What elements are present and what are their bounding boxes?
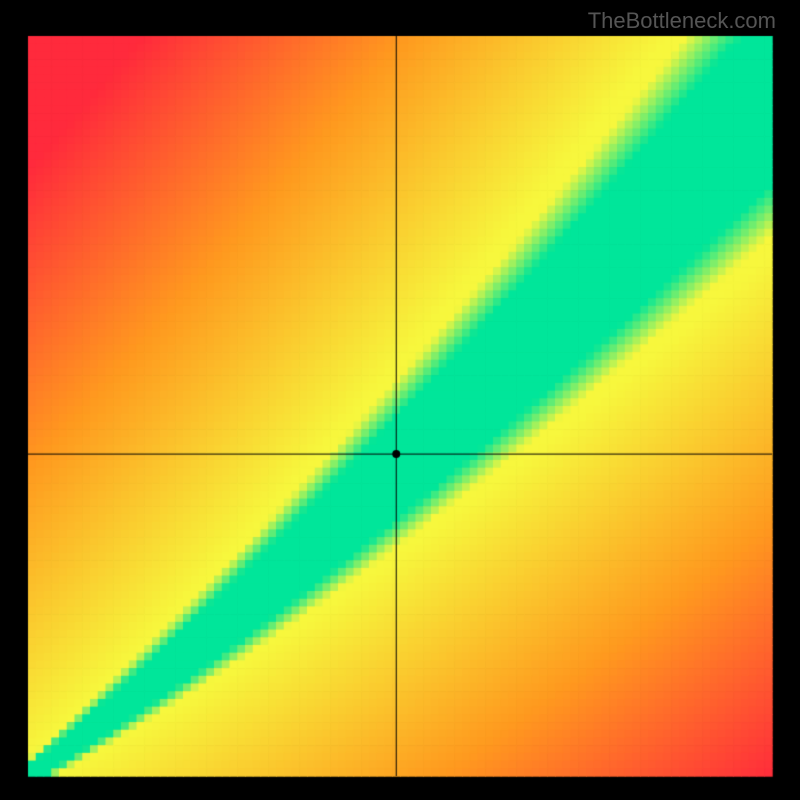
bottleneck-heatmap [0, 0, 800, 800]
chart-container: TheBottleneck.com [0, 0, 800, 800]
watermark-text: TheBottleneck.com [588, 8, 776, 34]
